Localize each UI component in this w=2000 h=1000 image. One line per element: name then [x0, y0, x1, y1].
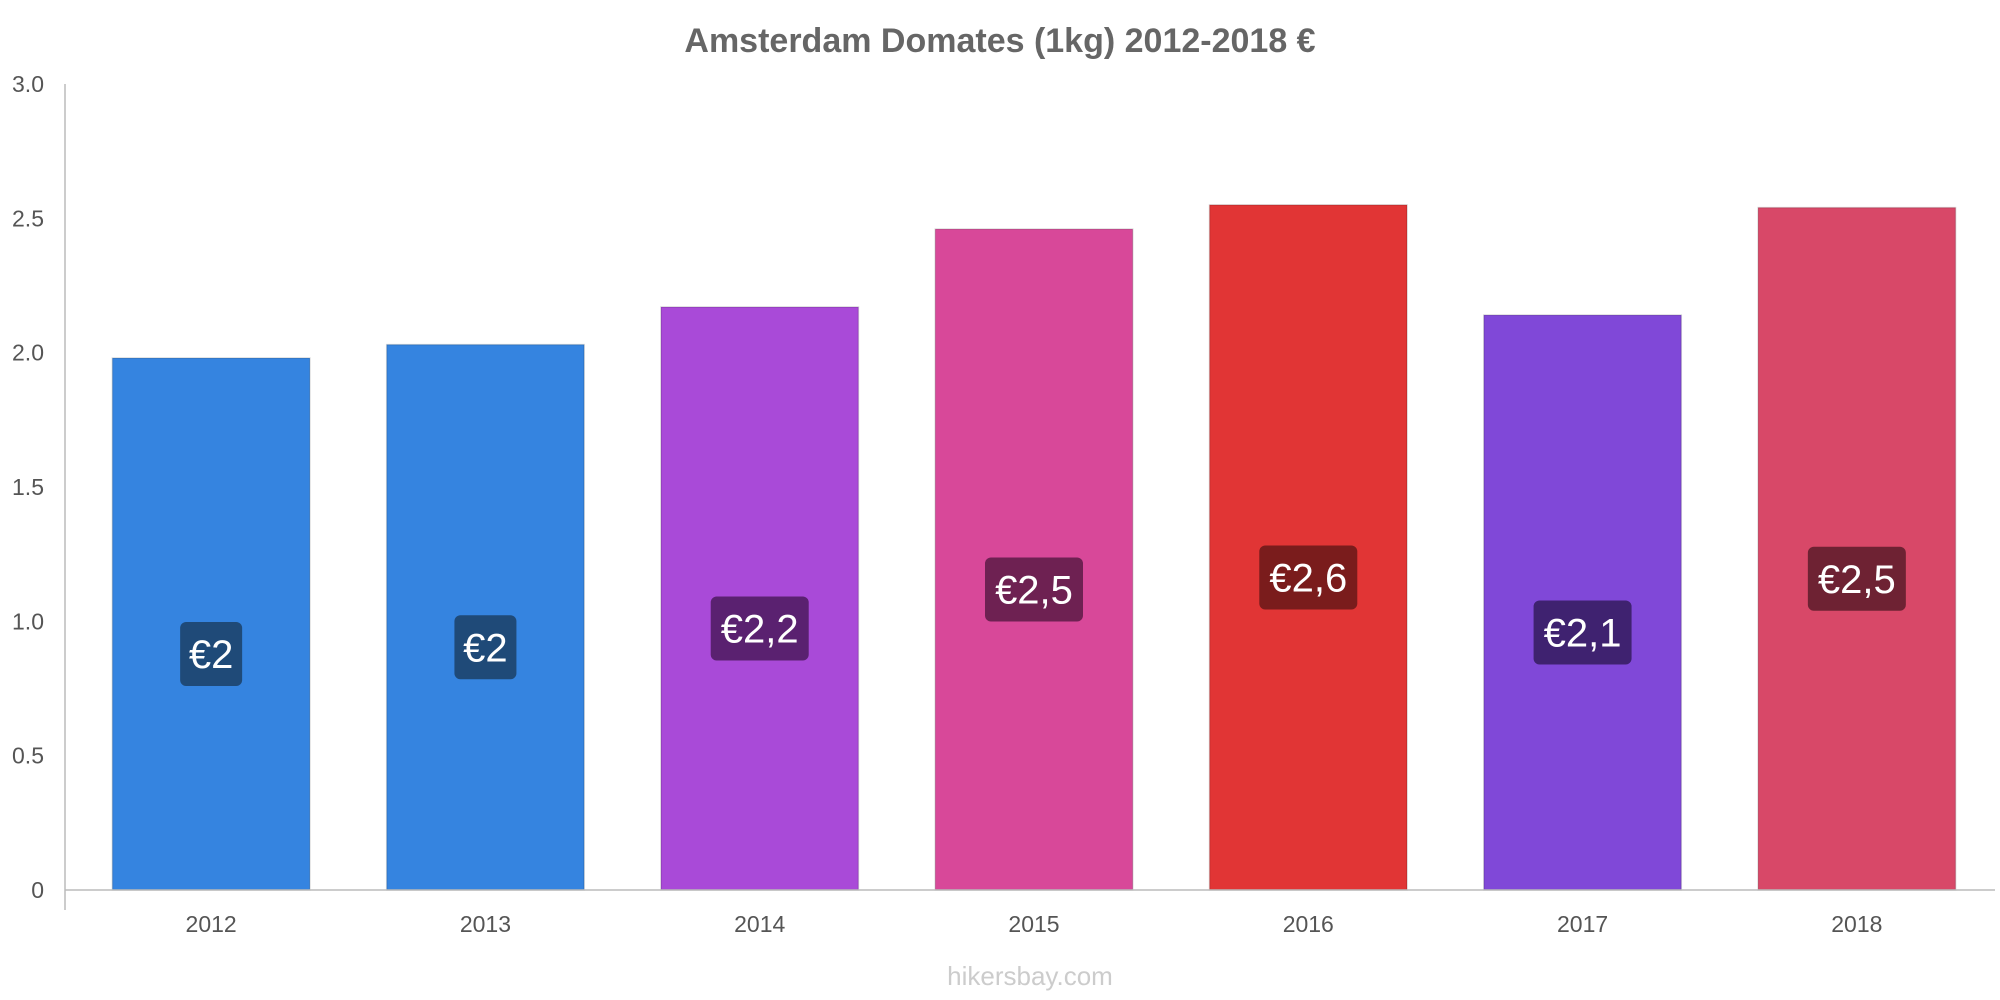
- data-label: €2,5: [1818, 558, 1896, 602]
- x-tick-label: 2016: [1283, 911, 1334, 937]
- x-tick-label: 2014: [734, 911, 785, 937]
- data-label-box: [1807, 546, 1906, 611]
- data-label-box: [710, 596, 809, 661]
- y-axis: 0 0.5 1.0 1.5 2.0 2.5 3.0: [12, 71, 66, 910]
- y-tick-label: 0: [31, 877, 44, 903]
- y-tick-label: 2.0: [12, 340, 44, 366]
- watermark: hikersbay.com: [947, 961, 1113, 991]
- data-label: €2: [463, 626, 508, 670]
- data-label: €2,1: [1544, 612, 1622, 656]
- data-label: €2,5: [995, 569, 1073, 613]
- x-tick-label: 2013: [460, 911, 511, 937]
- x-tick-label: 2012: [186, 911, 237, 937]
- bars: €2 €2 €2,2 €2,5 €2,6 €2,1 €2,5: [111, 204, 1957, 891]
- data-label-box: [1259, 545, 1358, 610]
- y-tick-label: 1.5: [12, 474, 44, 500]
- data-label: €2: [189, 633, 234, 677]
- data-label-box: [1533, 600, 1632, 665]
- data-label-box: [180, 622, 243, 687]
- y-tick-label: 0.5: [12, 743, 44, 769]
- x-tick-label: 2018: [1831, 911, 1882, 937]
- y-tick-label: 3.0: [12, 71, 44, 97]
- x-axis: 2012 2013 2014 2015 2016 2017 2018: [65, 889, 1995, 937]
- data-label: €2,6: [1269, 556, 1347, 600]
- data-label-box: [985, 557, 1083, 622]
- y-tick-label: 2.5: [12, 205, 44, 231]
- x-tick-label: 2015: [1008, 911, 1059, 937]
- y-tick-label: 1.0: [12, 608, 44, 634]
- chart-title: Amsterdam Domates (1kg) 2012-2018 €: [684, 22, 1315, 60]
- data-label: €2,2: [721, 607, 799, 651]
- data-label-box: [454, 615, 517, 680]
- x-tick-label: 2017: [1557, 911, 1608, 937]
